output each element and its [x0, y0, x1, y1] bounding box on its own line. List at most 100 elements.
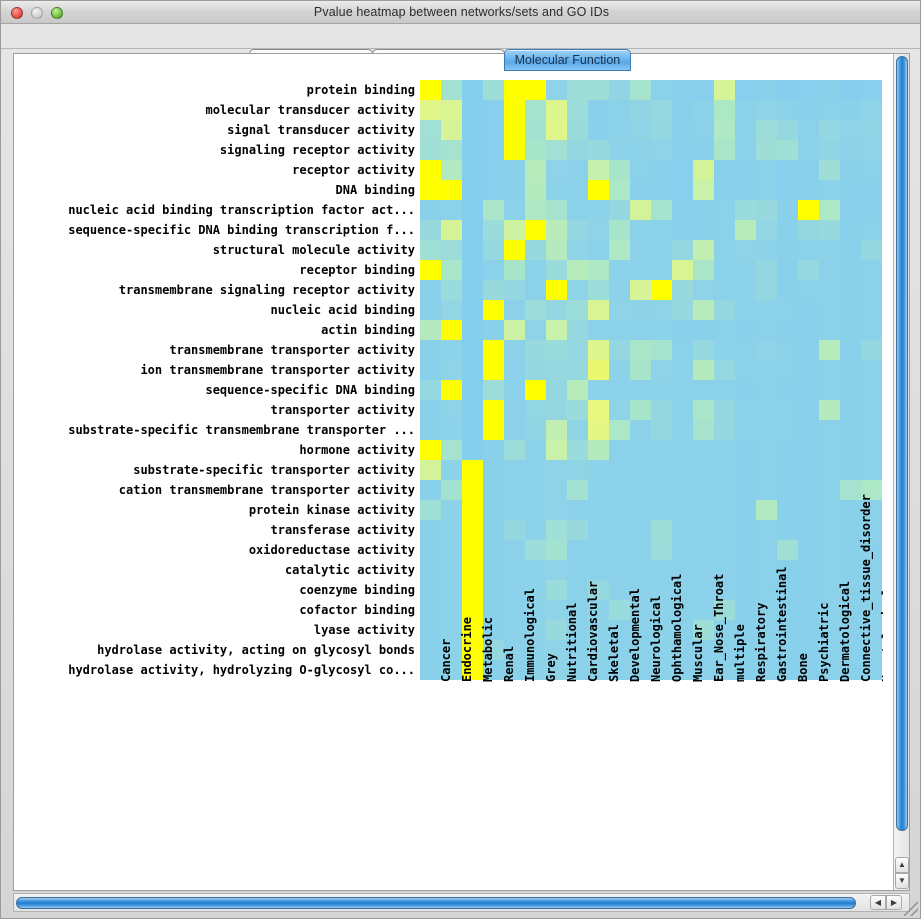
heatmap-cell[interactable]: [420, 160, 441, 180]
heatmap-cell[interactable]: [588, 380, 609, 400]
heatmap-cell[interactable]: [798, 560, 819, 580]
heatmap-cell[interactable]: [546, 380, 567, 400]
heatmap-cell[interactable]: [525, 80, 546, 100]
heatmap-cell[interactable]: [819, 240, 840, 260]
heatmap-cell[interactable]: [693, 320, 714, 340]
heatmap-cell[interactable]: [861, 360, 882, 380]
heatmap-cell[interactable]: [714, 280, 735, 300]
heatmap-cell[interactable]: [630, 520, 651, 540]
heatmap-cell[interactable]: [861, 180, 882, 200]
heatmap-cell[interactable]: [441, 520, 462, 540]
heatmap-cell[interactable]: [567, 140, 588, 160]
heatmap-cell[interactable]: [735, 540, 756, 560]
heatmap-cell[interactable]: [504, 260, 525, 280]
heatmap-cell[interactable]: [609, 620, 630, 640]
heatmap-cell[interactable]: [693, 280, 714, 300]
heatmap-cell[interactable]: [756, 600, 777, 620]
close-window-button[interactable]: [11, 7, 23, 19]
heatmap-cell[interactable]: [693, 80, 714, 100]
heatmap-cell[interactable]: [840, 180, 861, 200]
heatmap-cell[interactable]: [714, 160, 735, 180]
heatmap-cell[interactable]: [798, 500, 819, 520]
heatmap-cell[interactable]: [777, 400, 798, 420]
heatmap-cell[interactable]: [441, 380, 462, 400]
heatmap-cell[interactable]: [525, 160, 546, 180]
heatmap-cell[interactable]: [630, 340, 651, 360]
scroll-up-arrow-icon[interactable]: ▲: [895, 857, 909, 873]
heatmap-cell[interactable]: [504, 660, 525, 680]
heatmap-cell[interactable]: [651, 260, 672, 280]
heatmap-cell[interactable]: [693, 240, 714, 260]
heatmap-cell[interactable]: [441, 660, 462, 680]
heatmap-cell[interactable]: [462, 540, 483, 560]
heatmap-cell[interactable]: [630, 660, 651, 680]
tab-molecular-function[interactable]: Molecular Function: [503, 49, 632, 71]
heatmap-cell[interactable]: [504, 140, 525, 160]
heatmap-cell[interactable]: [441, 620, 462, 640]
heatmap-cell[interactable]: [756, 540, 777, 560]
heatmap-cell[interactable]: [525, 540, 546, 560]
heatmap-cell[interactable]: [651, 620, 672, 640]
heatmap-cell[interactable]: [483, 520, 504, 540]
heatmap-cell[interactable]: [609, 300, 630, 320]
heatmap-cell[interactable]: [651, 420, 672, 440]
heatmap-cell[interactable]: [714, 420, 735, 440]
heatmap-cell[interactable]: [630, 360, 651, 380]
heatmap-cell[interactable]: [504, 640, 525, 660]
heatmap-cell[interactable]: [588, 500, 609, 520]
heatmap-cell[interactable]: [588, 560, 609, 580]
heatmap-cell[interactable]: [588, 320, 609, 340]
heatmap-cell[interactable]: [861, 540, 882, 560]
heatmap-cell[interactable]: [777, 140, 798, 160]
heatmap-cell[interactable]: [735, 580, 756, 600]
heatmap-cell[interactable]: [651, 520, 672, 540]
heatmap-cell[interactable]: [462, 280, 483, 300]
heatmap-cell[interactable]: [546, 360, 567, 380]
heatmap-cell[interactable]: [483, 400, 504, 420]
heatmap-cell[interactable]: [609, 540, 630, 560]
heatmap-cell[interactable]: [525, 660, 546, 680]
heatmap-cell[interactable]: [861, 440, 882, 460]
heatmap-cell[interactable]: [420, 340, 441, 360]
heatmap-cell[interactable]: [546, 600, 567, 620]
heatmap-cell[interactable]: [567, 460, 588, 480]
heatmap-cell[interactable]: [441, 500, 462, 520]
heatmap-cell[interactable]: [861, 220, 882, 240]
heatmap-cell[interactable]: [714, 400, 735, 420]
heatmap-cell[interactable]: [546, 320, 567, 340]
heatmap-cell[interactable]: [525, 120, 546, 140]
heatmap-cell[interactable]: [819, 580, 840, 600]
heatmap-cell[interactable]: [756, 80, 777, 100]
heatmap-cell[interactable]: [798, 340, 819, 360]
heatmap-cell[interactable]: [462, 140, 483, 160]
heatmap-cell[interactable]: [525, 180, 546, 200]
heatmap-cell[interactable]: [756, 140, 777, 160]
heatmap-cell[interactable]: [798, 480, 819, 500]
heatmap-cell[interactable]: [609, 220, 630, 240]
heatmap-cell[interactable]: [777, 500, 798, 520]
heatmap-cell[interactable]: [462, 640, 483, 660]
heatmap-cell[interactable]: [546, 560, 567, 580]
heatmap-cell[interactable]: [462, 480, 483, 500]
heatmap-cell[interactable]: [714, 320, 735, 340]
heatmap-cell[interactable]: [756, 560, 777, 580]
heatmap-cell[interactable]: [819, 380, 840, 400]
heatmap-cell[interactable]: [861, 640, 882, 660]
heatmap-cell[interactable]: [777, 340, 798, 360]
heatmap-cell[interactable]: [693, 120, 714, 140]
heatmap-cell[interactable]: [504, 560, 525, 580]
heatmap-cell[interactable]: [756, 220, 777, 240]
heatmap-cell[interactable]: [777, 560, 798, 580]
heatmap-cell[interactable]: [567, 600, 588, 620]
heatmap-cell[interactable]: [693, 180, 714, 200]
heatmap-cell[interactable]: [588, 220, 609, 240]
heatmap-cell[interactable]: [525, 640, 546, 660]
heatmap-cell[interactable]: [483, 140, 504, 160]
heatmap-cell[interactable]: [588, 120, 609, 140]
heatmap-cell[interactable]: [861, 100, 882, 120]
heatmap-cell[interactable]: [756, 580, 777, 600]
heatmap-cell[interactable]: [693, 160, 714, 180]
heatmap-cell[interactable]: [525, 400, 546, 420]
heatmap-cell[interactable]: [504, 500, 525, 520]
heatmap-cell[interactable]: [840, 660, 861, 680]
